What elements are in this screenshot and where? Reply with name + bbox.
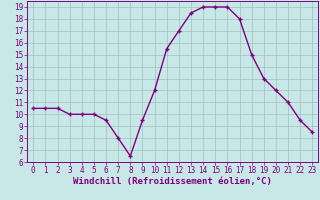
X-axis label: Windchill (Refroidissement éolien,°C): Windchill (Refroidissement éolien,°C) — [73, 177, 272, 186]
